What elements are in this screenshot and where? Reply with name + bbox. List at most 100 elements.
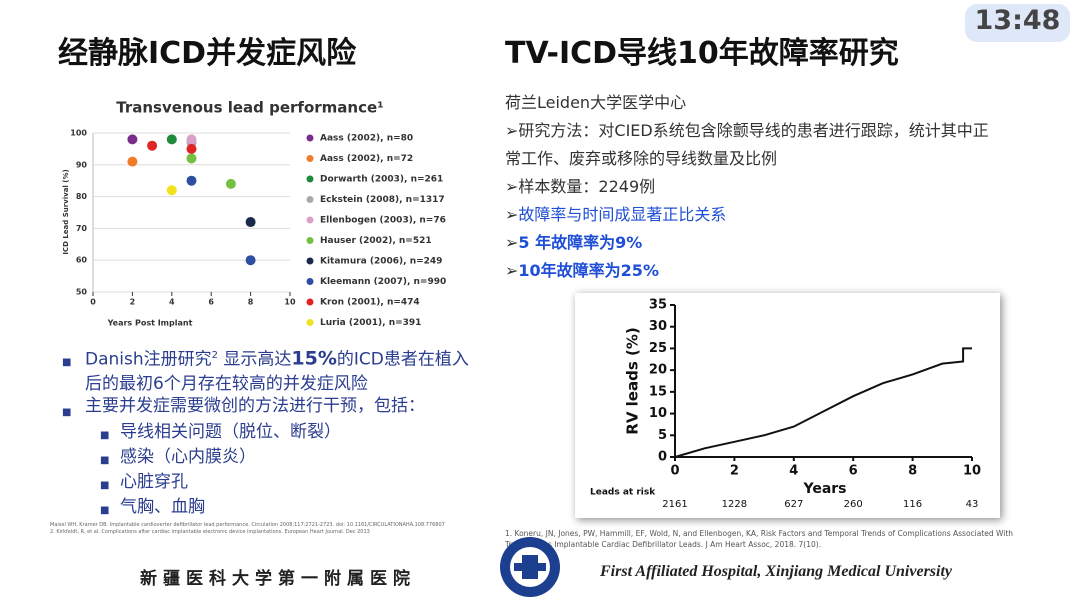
x-tick-label: 2 [730, 464, 739, 479]
x-tick-label: 0 [670, 464, 679, 479]
point [147, 140, 158, 151]
point [127, 156, 138, 167]
bullet: Danish注册研究2 显示高达15%的ICD患者在植入后的最初6个月存在较高的… [85, 344, 480, 396]
point [245, 217, 256, 228]
y-tick-label: 10 [649, 406, 667, 421]
legend-swatch [306, 257, 314, 265]
logo [514, 555, 546, 579]
text: 显示高达 [218, 349, 292, 370]
legend-swatch [306, 278, 314, 285]
point [186, 153, 197, 164]
x-axis-label: Years [802, 481, 846, 497]
point [186, 175, 197, 186]
y-tick-label: 35 [649, 298, 667, 313]
legend-label: Eckstein (2008), n=1317 [320, 195, 445, 205]
point [166, 185, 177, 196]
reference: Maisel WH, Kramer DB. Implantable cardio… [50, 522, 445, 528]
y-tick-label: 20 [649, 363, 667, 378]
clock-badge [965, 4, 1070, 42]
text-line: 研究方法：对CIED系统包含除颤导线的患者进行跟踪，统计其中正常工作、废弃或移除… [505, 117, 995, 173]
x-tick-label: 0 [90, 298, 96, 307]
y-tick-label: 0 [658, 450, 667, 465]
bullet: 主要并发症需要微创的方法进行干预，包括： [85, 396, 425, 416]
point [186, 143, 197, 154]
point [225, 178, 236, 189]
y-tick-label: 15 [649, 384, 667, 399]
line [674, 347, 972, 458]
point [186, 134, 197, 145]
legend-label: Kitamura (2006), n=249 [320, 257, 442, 267]
at-risk-value: 260 [844, 499, 863, 510]
text-line: 样本数量：2249例 [505, 173, 655, 201]
y-tick-label: 70 [76, 224, 88, 233]
sub-bullet: 导线相关问题（脱位、断裂） [120, 422, 341, 442]
y-tick-label: 30 [649, 319, 667, 334]
text: 2 [211, 350, 219, 361]
at-risk-value: 1228 [722, 499, 747, 510]
y-tick-label: 60 [76, 256, 88, 265]
y-tick-label: 90 [76, 160, 88, 169]
references: Maisel WH, Kramer DB. Implantable cardio… [50, 522, 460, 536]
legend-label: Aass (2002), n=72 [320, 154, 413, 164]
text-line: 故障率与时间成显著正比关系 [505, 201, 726, 229]
x-axis-label: Years Post Implant [107, 319, 193, 328]
sub-bullet: 心脏穿孔 [120, 472, 188, 492]
sub-bullet: 气胸、血胸 [120, 497, 205, 517]
legend-swatch [306, 237, 314, 244]
text-line: 10年故障率为25% [505, 257, 659, 285]
at-risk-value: 116 [903, 499, 922, 510]
text: 的ICD患者在植入后的最初6个月存在较高的并发症风险 [85, 349, 469, 394]
x-tick-label: 6 [208, 298, 214, 307]
reference: 1. Koneru, JN, Jones, PW, Hammill, EF, W… [505, 529, 1014, 549]
x-tick-label: 4 [169, 298, 175, 307]
legend-label: Ellenbogen (2003), n=76 [320, 216, 446, 226]
chart-frame [575, 293, 1000, 518]
x-tick-label: 8 [248, 298, 254, 307]
text-line: 5 年故障率为9% [505, 229, 642, 257]
right-title: TV-ICD导线10年故障率研究 [505, 36, 899, 71]
legend-label: Kleemann (2007), n=990 [320, 277, 446, 287]
sub-bullet: 感染（心内膜炎） [120, 447, 256, 467]
x-tick-label: 10 [963, 464, 981, 479]
chart-title: Transvenous lead performance¹ [116, 99, 383, 117]
legend-label: Dorwarth (2003), n=261 [320, 175, 443, 185]
left-title: 经静脉ICD并发症风险 [58, 36, 357, 71]
legend-swatch [306, 319, 314, 326]
point [245, 255, 256, 266]
x-tick-label: 10 [284, 298, 296, 307]
footer-english: First Affiliated Hospital, Xinjiang Medi… [600, 563, 953, 580]
clock: 13:48 [974, 5, 1061, 36]
y-tick-label: 5 [658, 428, 667, 443]
text: 15% [291, 347, 337, 370]
x-tick-label: 6 [849, 464, 858, 479]
text-line: 荷兰Leiden大学医学中心 [505, 93, 687, 112]
bullet-markers: ■ ■ ■ ■ [100, 430, 110, 516]
legend-swatch [306, 216, 314, 224]
x-tick-label: 8 [908, 464, 917, 479]
y-tick-label: 100 [70, 129, 87, 138]
y-tick-label: 25 [649, 341, 667, 356]
x-tick-label: 2 [130, 298, 136, 307]
legend-swatch [306, 196, 314, 203]
point [166, 134, 177, 145]
point [127, 134, 138, 145]
y-tick-label: 50 [76, 288, 88, 297]
at-risk-value: 43 [966, 499, 979, 510]
legend-label: Aass (2002), n=80 [320, 134, 413, 144]
legend-label: Hauser (2002), n=521 [320, 236, 432, 246]
x-tick-label: 4 [789, 464, 798, 479]
bullet-markers: ■ ■ [62, 357, 72, 418]
legend-swatch [306, 155, 314, 162]
y-tick-label: 80 [76, 192, 88, 201]
legend-swatch [306, 175, 314, 183]
legend-label: Kron (2001), n=474 [320, 298, 420, 308]
text: Danish注册研究 [85, 349, 212, 370]
at-risk-label: Leads at risk [590, 488, 656, 498]
legend-swatch [306, 298, 314, 306]
y-axis-label: ICD Lead Survival (%) [62, 169, 70, 254]
legend-label: Luria (2001), n=391 [320, 318, 421, 328]
y-axis-label: RV leads (%) [624, 327, 642, 434]
at-risk-value: 627 [784, 499, 803, 510]
